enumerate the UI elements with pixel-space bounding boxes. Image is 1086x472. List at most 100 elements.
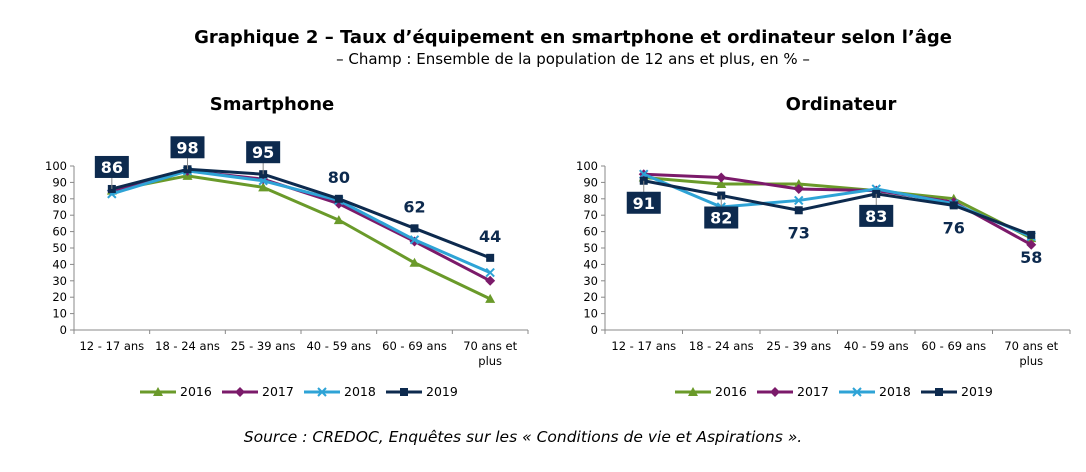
point-2017 xyxy=(716,172,727,183)
x-tick-label: 40 - 59 ans xyxy=(306,339,371,353)
data-label: 83 xyxy=(865,207,887,226)
y-tick-label: 50 xyxy=(52,241,67,255)
legend-marker xyxy=(935,388,943,396)
legend-label: 2017 xyxy=(262,384,294,399)
data-label: 80 xyxy=(328,168,350,187)
data-label-box xyxy=(626,191,661,214)
source-note: Source : CREDOC, Enquêtes sur les « Cond… xyxy=(243,428,803,446)
point-2016 xyxy=(716,179,727,189)
point-2019 xyxy=(410,224,419,233)
legend-item-2016: 2016 xyxy=(140,384,212,399)
y-tick-label: 100 xyxy=(45,159,67,173)
y-tick-label: 10 xyxy=(52,307,67,321)
x-tick-label: 70 ans et plus xyxy=(1004,339,1058,368)
x-tick-label: 40 - 59 ans xyxy=(844,339,909,353)
legend-marker xyxy=(153,387,163,396)
data-label: 91 xyxy=(633,194,655,213)
data-label-box xyxy=(170,136,205,159)
page-subtitle: – Champ : Ensemble de la population de 1… xyxy=(336,50,810,68)
x-tick-label: 25 - 39 ans xyxy=(766,339,831,353)
legend-label: 2016 xyxy=(180,384,212,399)
y-tick-label: 90 xyxy=(52,175,67,189)
point-2018 xyxy=(794,195,804,206)
x-tick-label: 12 - 17 ans xyxy=(611,339,676,353)
y-tick-label: 60 xyxy=(52,225,67,239)
data-label: 76 xyxy=(943,218,965,237)
x-tick-label: 60 - 69 ans xyxy=(921,339,986,353)
point-2019 xyxy=(794,206,803,215)
y-tick-label: 30 xyxy=(583,274,598,288)
data-label: 95 xyxy=(252,143,274,162)
y-tick-label: 80 xyxy=(52,192,67,206)
data-label: 98 xyxy=(176,138,198,157)
series-line-2019 xyxy=(643,179,1032,237)
data-label-box xyxy=(94,155,129,178)
legend-label: 2019 xyxy=(961,384,993,399)
y-tick-label: 40 xyxy=(583,257,598,271)
legend-marker xyxy=(770,387,780,397)
legend-marker xyxy=(852,387,862,397)
y-tick-label: 20 xyxy=(52,290,67,304)
y-tick-label: 20 xyxy=(583,290,598,304)
data-label-box xyxy=(859,204,894,227)
point-2017 xyxy=(793,183,804,194)
legend-item-2017: 2017 xyxy=(757,384,829,399)
x-tick-label: 60 - 69 ans xyxy=(382,339,447,353)
point-2018 xyxy=(485,267,495,278)
legend-item-2019: 2019 xyxy=(921,384,993,399)
y-tick-label: 10 xyxy=(583,307,598,321)
legend-item-2018: 2018 xyxy=(839,384,911,399)
legend-item-2017: 2017 xyxy=(222,384,294,399)
point-2019 xyxy=(486,253,495,262)
point-2017 xyxy=(1026,239,1037,250)
x-tick-label: 18 - 24 ans xyxy=(689,339,754,353)
data-label: 82 xyxy=(710,209,732,228)
y-tick-label: 70 xyxy=(583,208,598,222)
legend-item-2019: 2019 xyxy=(386,384,458,399)
data-label-box xyxy=(704,206,739,229)
legend-label: 2018 xyxy=(344,384,376,399)
chart-title: Ordinateur xyxy=(786,94,897,115)
point-2019 xyxy=(1027,230,1036,239)
legend-label: 2018 xyxy=(879,384,911,399)
legend-label: 2016 xyxy=(715,384,747,399)
series-line-2018 xyxy=(111,169,491,274)
legend-item-2018: 2018 xyxy=(304,384,376,399)
legend-marker xyxy=(688,387,698,396)
y-tick-label: 80 xyxy=(583,192,598,206)
x-tick-label: 12 - 17 ans xyxy=(79,339,144,353)
y-tick-label: 100 xyxy=(576,159,598,173)
y-tick-label: 0 xyxy=(60,323,67,337)
page-title: Graphique 2 – Taux d’équipement en smart… xyxy=(194,27,952,48)
y-tick-label: 40 xyxy=(52,257,67,271)
data-label: 86 xyxy=(101,158,123,177)
x-tick-label: 70 ans et plus xyxy=(463,339,517,368)
point-2018 xyxy=(409,235,420,245)
point-2016 xyxy=(485,293,496,303)
point-2016 xyxy=(793,179,804,189)
y-tick-label: 0 xyxy=(591,323,598,337)
data-label-box xyxy=(246,141,281,164)
legend-marker xyxy=(317,387,327,397)
x-tick-label: 18 - 24 ans xyxy=(155,339,220,353)
ordinateur-chart: Ordinateur 0 10 20 30 40 50 60 70 80 90 100 12 - 17 … xyxy=(576,94,1071,399)
point-2019 xyxy=(334,194,343,203)
point-2019 xyxy=(949,201,958,210)
legend-item-2016: 2016 xyxy=(675,384,747,399)
series-line-2016 xyxy=(643,175,1032,240)
data-label: 62 xyxy=(403,197,425,216)
point-2016 xyxy=(333,215,344,225)
smartphone-chart: Smartphone 0 10 20 30 40 50 60 70 80 90 100 12 - 17 … xyxy=(45,94,529,399)
point-2016 xyxy=(409,257,420,267)
series-line-2016 xyxy=(111,174,491,301)
legend-label: 2017 xyxy=(797,384,829,399)
y-tick-label: 70 xyxy=(52,208,67,222)
x-tick-label: 25 - 39 ans xyxy=(231,339,296,353)
y-tick-label: 60 xyxy=(583,225,598,239)
data-label: 58 xyxy=(1020,248,1042,267)
chart-title: Smartphone xyxy=(210,94,334,115)
legend-label: 2019 xyxy=(426,384,458,399)
data-label: 44 xyxy=(479,227,501,246)
point-2019 xyxy=(717,191,726,200)
y-tick-label: 30 xyxy=(52,274,67,288)
